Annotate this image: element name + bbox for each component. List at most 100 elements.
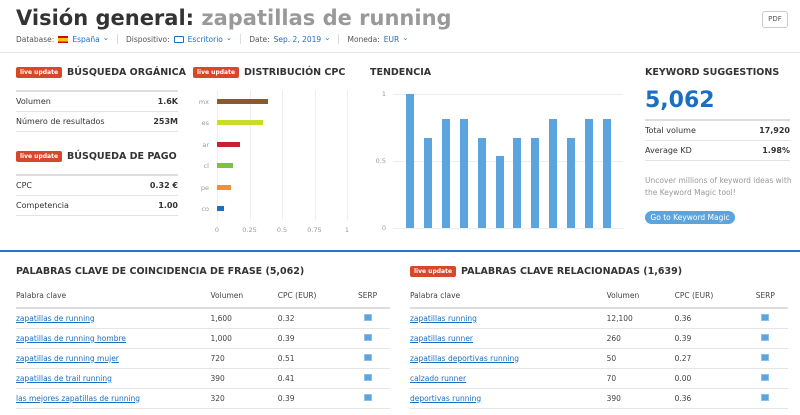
paid-row-value: 1.00	[158, 201, 178, 210]
serp-icon[interactable]	[363, 373, 372, 381]
serp-icon[interactable]	[761, 373, 770, 381]
volume-cell: 12,100	[606, 308, 675, 329]
column-header[interactable]: Volumen	[210, 283, 278, 309]
keyword-cell: zapatillas de trail running	[16, 368, 211, 389]
column-header[interactable]: SERP	[345, 283, 390, 309]
x-tick-label: 0	[214, 226, 220, 234]
suggestion-row-value: 17,920	[759, 126, 790, 135]
cpc-bar-co[interactable]	[217, 206, 224, 211]
filter-2-dropdown[interactable]: Sep. 2, 2019	[273, 34, 322, 44]
keyword-link[interactable]: zapatillas running	[410, 313, 477, 323]
keyword-link[interactable]: zapatillas de trail running	[16, 373, 112, 383]
keyword-cell: las mejores zapatillas de running	[16, 388, 211, 409]
organic-row: Número de resultados 253M	[16, 111, 178, 132]
trend-bar[interactable]	[459, 119, 468, 228]
serp-icon[interactable]	[363, 333, 372, 341]
table-header: Palabra clave Volumen CPC (EUR) SERP	[410, 283, 788, 309]
column-header[interactable]: CPC (EUR)	[277, 283, 346, 309]
cpc-title: live update DISTRIBUCIÓN CPC	[193, 67, 345, 78]
keyword-link[interactable]: zapatillas de running hombre	[16, 333, 126, 343]
grid-line	[393, 161, 623, 162]
cpc-bar-es[interactable]	[217, 120, 263, 126]
trend-bar[interactable]	[441, 119, 450, 228]
serp-cell	[742, 388, 788, 409]
cpc-bar-ar[interactable]	[217, 141, 241, 147]
suggestions-count[interactable]: 5,062	[645, 88, 715, 113]
trend-bar[interactable]	[477, 138, 486, 228]
x-tick-label: 1	[344, 226, 350, 234]
volume-cell: 50	[606, 348, 675, 369]
filter-1-dropdown[interactable]: Escritorio	[187, 34, 223, 44]
keyword-link[interactable]: las mejores zapatillas de running	[16, 393, 141, 403]
serp-cell	[742, 328, 788, 349]
live-update-badge: live update	[193, 67, 240, 78]
x-tick-label: 0.25	[242, 226, 257, 234]
keyword-cell: zapatillas runner	[410, 328, 607, 349]
volume-cell: 1,600	[210, 308, 278, 329]
keyword-cell: zapatillas deportivas running	[410, 348, 607, 369]
serp-cell	[345, 308, 390, 329]
cpc-bar-pe[interactable]	[217, 184, 232, 190]
column-header[interactable]: Palabra clave	[410, 283, 607, 309]
keyword-magic-button[interactable]: Go to Keyword Magic	[645, 211, 735, 224]
trend-bar[interactable]	[423, 138, 432, 228]
trend-bar[interactable]	[602, 119, 611, 228]
chevron-down-icon[interactable]: ⌄	[402, 32, 409, 42]
serp-icon[interactable]	[761, 353, 770, 361]
column-header[interactable]: Palabra clave	[16, 283, 211, 309]
filter-0-dropdown[interactable]: España	[72, 34, 100, 44]
cpc-cell: 0.51	[277, 348, 346, 369]
table-row: zapatillas de running 1,600 0.32	[16, 308, 390, 329]
trend-bar[interactable]	[531, 138, 540, 228]
trend-bar[interactable]	[549, 119, 558, 228]
cpc-cell: 0.00	[674, 368, 743, 389]
cpc-cell: 0.36	[674, 308, 743, 329]
table-row: zapatillas running 12,100 0.36	[410, 308, 788, 329]
trend-bar[interactable]	[406, 94, 414, 228]
grid-line	[393, 228, 623, 229]
volume-cell: 390	[606, 388, 675, 409]
cpc-cell: 0.39	[277, 328, 346, 349]
column-header[interactable]: CPC (EUR)	[674, 283, 743, 309]
serp-icon[interactable]	[761, 333, 770, 341]
trend-bar[interactable]	[513, 138, 522, 228]
keyword-link[interactable]: zapatillas deportivas running	[410, 353, 520, 363]
serp-icon[interactable]	[363, 393, 372, 401]
organic-row-value: 253M	[153, 117, 178, 126]
keyword-cell: zapatillas de running mujer	[16, 348, 211, 369]
cpc-cell: 0.41	[277, 368, 346, 389]
y-tick-label: 1	[381, 90, 386, 98]
keyword-link[interactable]: deportivas running	[410, 393, 482, 403]
filter-label: Moneda:	[347, 34, 380, 44]
serp-icon[interactable]	[761, 313, 770, 321]
trend-bar[interactable]	[495, 155, 504, 228]
serp-icon[interactable]	[363, 313, 372, 321]
live-update-badge: live update	[410, 266, 457, 277]
serp-icon[interactable]	[363, 353, 372, 361]
cpc-cell: 0.39	[277, 388, 346, 409]
keyword-link[interactable]: zapatillas runner	[410, 333, 474, 343]
filter-separator	[116, 34, 118, 44]
chevron-down-icon[interactable]: ⌄	[324, 32, 331, 42]
keyword-link[interactable]: zapatillas de running	[16, 313, 95, 323]
filter-separator	[338, 34, 340, 44]
filter-3-dropdown[interactable]: EUR	[383, 34, 400, 44]
keyword-link[interactable]: zapatillas de running mujer	[16, 353, 119, 363]
y-tick-label: 0.5	[375, 157, 386, 165]
serp-icon[interactable]	[761, 393, 770, 401]
cpc-bar-mx[interactable]	[217, 99, 268, 104]
column-header[interactable]: SERP	[742, 283, 788, 309]
trend-bar[interactable]	[585, 119, 593, 228]
column-header[interactable]: Volumen	[606, 283, 675, 309]
trend-bar[interactable]	[567, 138, 576, 228]
chevron-down-icon[interactable]: ⌄	[102, 32, 109, 42]
chevron-down-icon[interactable]: ⌄	[225, 32, 233, 42]
table-row: zapatillas deportivas running 50 0.27	[410, 348, 788, 369]
cpc-bar-cl[interactable]	[217, 163, 233, 169]
category-label: cl	[203, 162, 209, 171]
pdf-button[interactable]: PDF	[762, 11, 788, 28]
keyword-link[interactable]: calzado runner	[410, 373, 467, 383]
serp-cell	[742, 348, 788, 369]
suggestion-row: Total volume 17,920	[645, 119, 790, 140]
category-label: co	[201, 205, 209, 213]
